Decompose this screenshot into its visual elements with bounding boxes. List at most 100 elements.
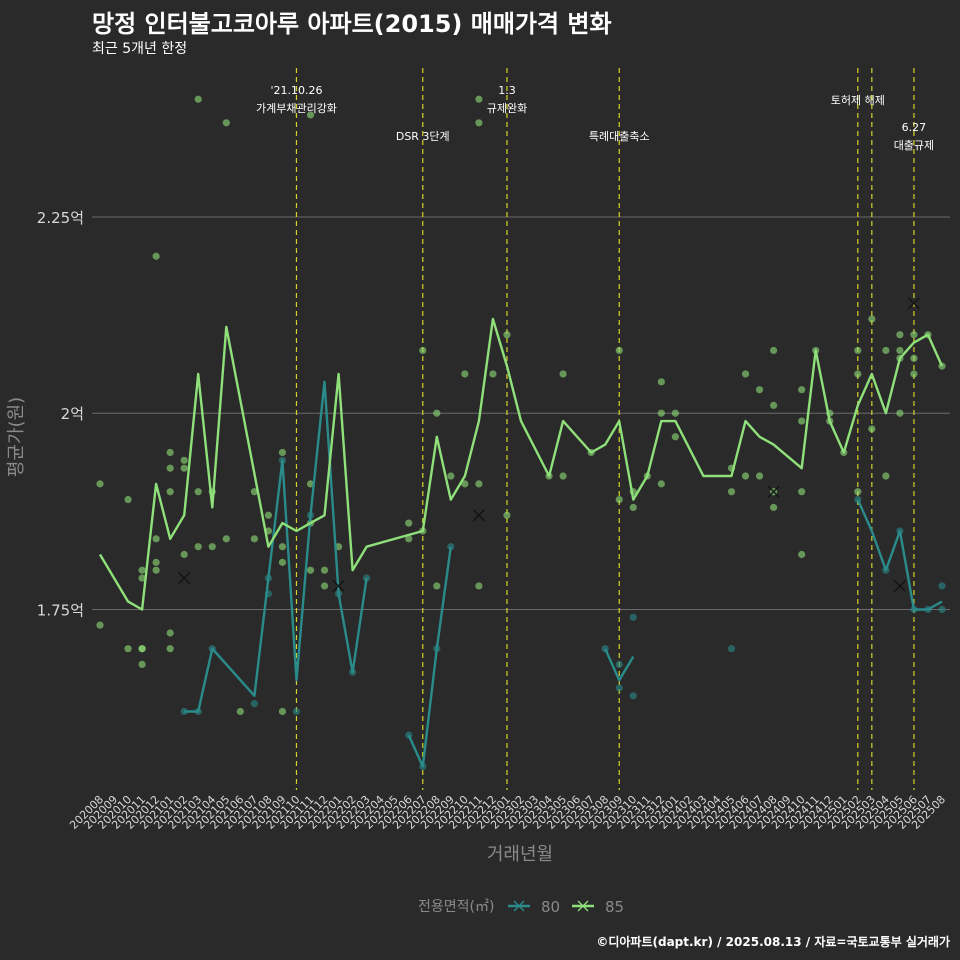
point-85 bbox=[264, 511, 272, 519]
point-85 bbox=[741, 472, 750, 480]
point-85 bbox=[166, 645, 174, 653]
point-85 bbox=[194, 95, 202, 103]
point-85 bbox=[755, 386, 764, 394]
point-85 bbox=[755, 472, 764, 480]
point-85 bbox=[152, 558, 160, 566]
point-85 bbox=[629, 503, 637, 512]
point-85 bbox=[475, 95, 483, 103]
point-85 bbox=[124, 495, 132, 504]
point-85 bbox=[433, 409, 441, 417]
point-85 bbox=[896, 346, 904, 355]
point-85 bbox=[615, 346, 623, 355]
point-85 bbox=[671, 409, 679, 417]
point-80 bbox=[615, 660, 623, 669]
policy-annotation-label: 규제완화 bbox=[487, 102, 527, 115]
point-85 bbox=[194, 488, 202, 496]
point-85 bbox=[152, 566, 160, 574]
point-80 bbox=[727, 645, 736, 653]
point-80 bbox=[938, 605, 946, 614]
point-85 bbox=[657, 378, 665, 386]
point-85 bbox=[615, 495, 623, 504]
point-85 bbox=[236, 707, 244, 716]
point-85 bbox=[152, 252, 160, 260]
point-85 bbox=[166, 464, 174, 472]
point-85 bbox=[405, 519, 413, 527]
point-85 bbox=[798, 417, 806, 425]
series-line-80 bbox=[856, 499, 943, 611]
point-85 bbox=[138, 660, 146, 669]
point-80 bbox=[629, 613, 637, 621]
policy-annotation-label: 6.27 bbox=[902, 121, 927, 134]
point-85 bbox=[447, 472, 455, 480]
point-85 bbox=[405, 535, 413, 543]
point-85 bbox=[896, 331, 904, 339]
point-80 bbox=[180, 707, 188, 716]
median-marks bbox=[178, 297, 920, 592]
point-85 bbox=[854, 370, 862, 378]
series-line-80 bbox=[604, 648, 635, 682]
point-85 bbox=[180, 550, 188, 559]
point-85 bbox=[278, 543, 287, 551]
y-axis-ticks: 1.75억 2억 2.25억 bbox=[37, 209, 84, 619]
point-85 bbox=[798, 550, 806, 559]
median-mark-85 bbox=[178, 572, 191, 585]
legend: 전용면적(㎡) 80 85 bbox=[418, 898, 624, 916]
point-85 bbox=[194, 543, 202, 551]
point-85 bbox=[910, 331, 918, 339]
legend-label-85: 85 bbox=[605, 898, 624, 916]
point-85 bbox=[138, 566, 146, 574]
point-85 bbox=[208, 543, 216, 551]
point-85 bbox=[503, 331, 511, 339]
y-tick-label: 2.25억 bbox=[37, 209, 84, 227]
point-85 bbox=[138, 645, 146, 653]
point-85 bbox=[910, 354, 918, 362]
policy-annotation-label: 토허제 해제 bbox=[831, 93, 885, 107]
policy-annotation-label: DSR 3단계 bbox=[396, 130, 450, 143]
point-85 bbox=[278, 558, 287, 566]
point-85 bbox=[798, 488, 806, 496]
point-85 bbox=[475, 119, 483, 127]
point-85 bbox=[461, 480, 469, 488]
x-axis-ticks: 2020082020092020102020112020122021012021… bbox=[67, 793, 948, 832]
point-85 bbox=[770, 346, 778, 355]
policy-annotation-label: 대출규제 bbox=[894, 139, 934, 152]
legend-key-mark-80 bbox=[513, 900, 525, 912]
legend-title: 전용면적(㎡) bbox=[418, 899, 494, 915]
point-85 bbox=[741, 370, 750, 378]
legend-label-80: 80 bbox=[541, 898, 560, 916]
y-tick-label: 1.75억 bbox=[37, 601, 84, 619]
source-credit: ©디아파트(dapt.kr) / 2025.08.13 / 자료=국토교통부 실… bbox=[596, 935, 950, 949]
y-axis-label: 평균가(원) bbox=[6, 397, 27, 477]
point-85 bbox=[250, 488, 258, 496]
point-85 bbox=[770, 503, 778, 512]
point-85 bbox=[798, 386, 806, 394]
point-85 bbox=[657, 480, 665, 488]
chart-title: 망정 인터불고코아루 아파트(2015) 매매가격 변화 bbox=[92, 10, 612, 38]
point-85 bbox=[166, 488, 174, 496]
point-85 bbox=[222, 535, 230, 543]
point-80 bbox=[938, 582, 946, 590]
point-85 bbox=[854, 488, 862, 496]
point-85 bbox=[278, 448, 287, 457]
point-85 bbox=[868, 425, 876, 433]
x-axis-label: 거래년월 bbox=[487, 844, 553, 865]
point-85 bbox=[896, 409, 904, 417]
point-85 bbox=[475, 582, 483, 590]
chart-subtitle: 최근 5개년 한정 bbox=[92, 41, 188, 57]
point-80 bbox=[363, 574, 371, 582]
point-85 bbox=[306, 566, 315, 574]
point-85 bbox=[222, 119, 230, 127]
point-80 bbox=[250, 700, 258, 708]
point-85 bbox=[419, 346, 427, 355]
point-85 bbox=[278, 707, 287, 716]
point-85 bbox=[96, 480, 104, 488]
point-85 bbox=[910, 370, 918, 378]
point-85 bbox=[166, 629, 174, 637]
point-85 bbox=[868, 315, 876, 323]
point-85 bbox=[882, 346, 890, 355]
policy-annotation-label: 특례대출축소 bbox=[589, 130, 650, 143]
point-80 bbox=[447, 543, 455, 551]
median-mark-85 bbox=[907, 297, 920, 310]
point-85 bbox=[559, 370, 567, 378]
